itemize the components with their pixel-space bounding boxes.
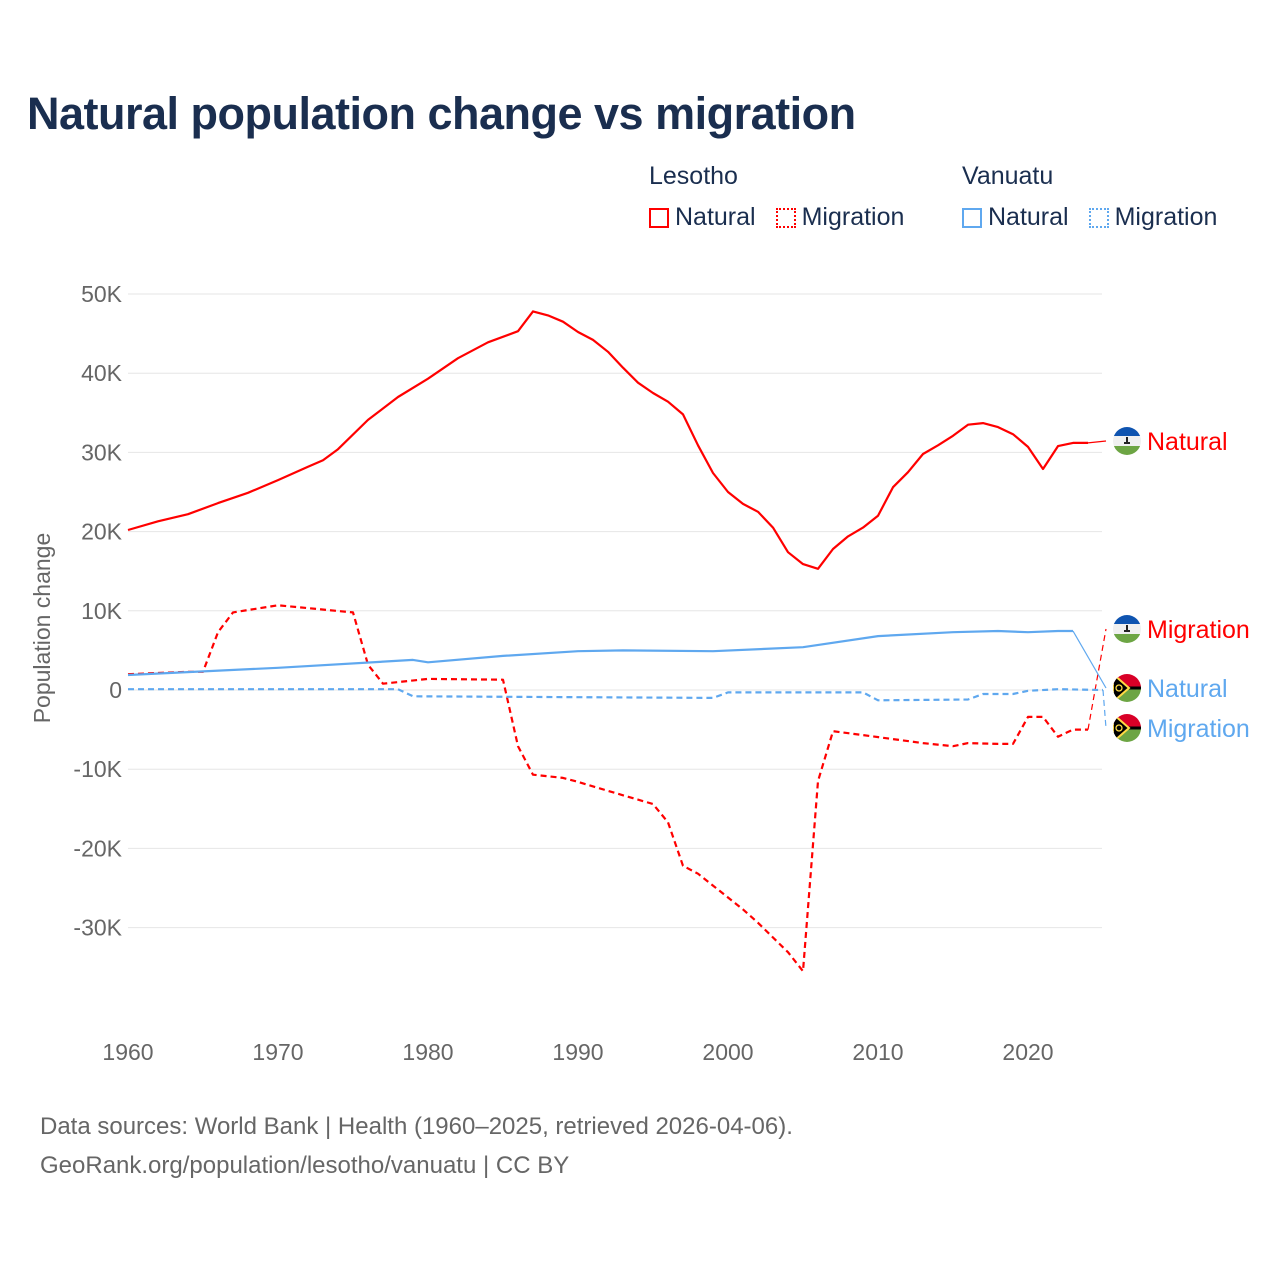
footer-link[interactable]: GeoRank.org/population/lesotho/vanuatu |… xyxy=(40,1152,570,1179)
x-tick-label: 1970 xyxy=(252,1039,303,1065)
y-tick-label: 50K xyxy=(81,281,123,307)
vanuatu-flag-icon xyxy=(1113,674,1141,702)
vanuatu-flag-icon xyxy=(1113,714,1141,742)
label-connector xyxy=(1087,628,1107,730)
series-end-label: Natural xyxy=(1147,428,1228,456)
flag-emblem xyxy=(1115,724,1123,732)
label-connector xyxy=(1072,630,1107,689)
flag-emblem xyxy=(1115,684,1123,692)
series-line-vanuatu-migration xyxy=(128,688,1104,702)
legend-lesotho: Lesotho Natural Migration xyxy=(649,162,904,232)
footer: Data sources: World Bank | Health (1960–… xyxy=(40,1107,793,1185)
flag-hat xyxy=(1124,625,1130,632)
legend-item-lesotho-migration[interactable]: Migration xyxy=(775,203,905,232)
label-connector xyxy=(1102,689,1107,729)
legend-country-label: Vanuatu xyxy=(962,162,1054,190)
legend-vanuatu: Vanuatu Natural Migration xyxy=(962,162,1217,232)
y-axis-label: Population change xyxy=(29,533,55,724)
y-tick-label: 20K xyxy=(81,519,123,545)
y-tick-label: 40K xyxy=(81,360,123,386)
legend-item-lesotho-natural[interactable]: Natural xyxy=(649,203,756,232)
flag-body xyxy=(1113,615,1141,643)
lesotho-flag-icon xyxy=(1113,427,1141,455)
chart-plot: 50K 40K 30K 20K 10K 0 -10K -20K -30K 1960 1970 1980… xyxy=(29,281,1250,1065)
x-tick-label: 1960 xyxy=(102,1039,153,1065)
series-end-label: Migration xyxy=(1147,616,1250,644)
flag-body xyxy=(1113,714,1141,742)
series-end-label: Migration xyxy=(1147,715,1250,743)
flag-body xyxy=(1113,674,1141,702)
x-tick-label: 1990 xyxy=(552,1039,603,1065)
flag-stripe xyxy=(1113,446,1141,455)
y-tick-label: 30K xyxy=(81,439,123,465)
legend-swatch xyxy=(775,207,796,228)
x-tick-label: 2010 xyxy=(852,1039,903,1065)
legend-country-label: Lesotho xyxy=(649,162,738,190)
y-tick-label: -20K xyxy=(73,835,122,861)
lesotho-flag-icon xyxy=(1113,615,1141,643)
x-tick-label: 1980 xyxy=(402,1039,453,1065)
flag-body xyxy=(1113,427,1141,455)
flag-hat xyxy=(1124,437,1130,444)
flag-stripe xyxy=(1113,634,1141,643)
legend-swatch xyxy=(1088,207,1109,228)
x-tick-label: 2000 xyxy=(702,1039,753,1065)
flag-triangle xyxy=(1113,674,1131,702)
flag-triangle xyxy=(1113,714,1131,742)
legend-label: Natural xyxy=(988,203,1069,231)
flag-stripe xyxy=(1113,615,1141,624)
legend-item-vanuatu-natural[interactable]: Natural xyxy=(962,203,1069,232)
legend-label: Migration xyxy=(1114,203,1218,231)
y-tick-label: -30K xyxy=(73,915,122,941)
y-tick-label: -10K xyxy=(73,756,122,782)
legend-swatch xyxy=(962,207,982,228)
y-tick-label: 10K xyxy=(81,598,123,624)
label-connector xyxy=(1087,440,1107,444)
series-line-vanuatu-natural xyxy=(127,629,1073,677)
legend-label: Migration xyxy=(801,203,905,231)
legend-label: Natural xyxy=(675,203,756,231)
legend-item-vanuatu-migration[interactable]: Migration xyxy=(1088,203,1218,232)
series-line-lesotho-migration xyxy=(127,604,1088,973)
series-end-label: Natural xyxy=(1147,675,1228,703)
x-tick-label: 2020 xyxy=(1002,1039,1053,1065)
legend-swatch xyxy=(649,207,669,228)
footer-sources: Data sources: World Bank | Health (1960–… xyxy=(40,1113,793,1140)
flag-stripe xyxy=(1113,427,1141,436)
chart-title: Natural population change vs migration xyxy=(27,88,856,139)
y-tick-label: 0 xyxy=(109,677,122,703)
series-line-lesotho-natural xyxy=(127,310,1088,570)
